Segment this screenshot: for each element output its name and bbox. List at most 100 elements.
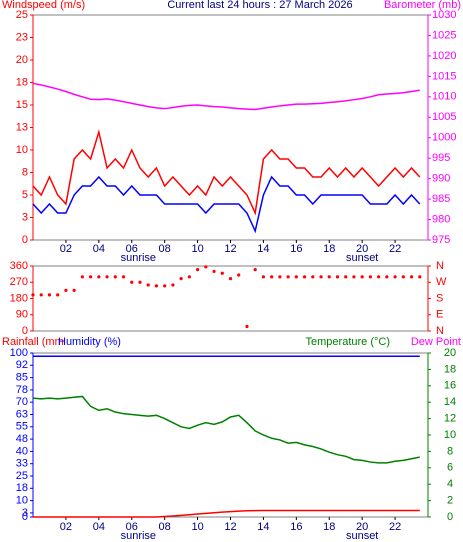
temperature-label: Temperature (°C) xyxy=(306,336,390,348)
direction-point xyxy=(319,275,323,279)
direction-point xyxy=(130,280,134,284)
y2-tick-label: 1025 xyxy=(432,29,456,41)
direction-point xyxy=(39,293,43,297)
x-tick-label: 10 xyxy=(191,521,203,533)
direction-point xyxy=(154,284,159,288)
y2-tick-label: 980 xyxy=(432,213,450,225)
x-tick-label: 14 xyxy=(257,521,269,533)
direction-point xyxy=(72,288,76,292)
y-tick-label: 3 xyxy=(22,507,28,519)
y-tick-label: 33 xyxy=(16,458,28,470)
y-tick-label: 10 xyxy=(16,144,28,156)
x-tick-label: 06 xyxy=(126,243,138,255)
y-tick-label: 180 xyxy=(10,292,28,304)
direction-point xyxy=(393,275,397,279)
y2-tick-label: 20 xyxy=(444,347,456,359)
y-tick-label: 70 xyxy=(16,396,28,408)
y2-tick-label: W xyxy=(436,276,447,288)
y2-tick-label: S xyxy=(436,292,443,304)
direction-point xyxy=(261,275,266,279)
y2-tick-label: 2 xyxy=(447,495,453,507)
direction-point xyxy=(245,324,249,329)
x-tick-label: 18 xyxy=(323,521,335,533)
direction-point xyxy=(228,277,233,281)
direction-point xyxy=(401,275,405,279)
y-tick-label: 360 xyxy=(10,260,28,272)
direction-point xyxy=(89,275,93,279)
y2-tick-label: 1010 xyxy=(432,91,456,103)
y2-tick-label: 1000 xyxy=(432,132,456,144)
direction-point xyxy=(121,275,126,279)
x-tick-label: 20 xyxy=(356,521,368,533)
x-tick-label: 12 xyxy=(224,521,236,533)
direction-point xyxy=(56,293,60,297)
y-tick-label: 90 xyxy=(16,309,28,321)
direction-point xyxy=(270,275,274,279)
humidity-label: Humidity (%) xyxy=(58,336,121,348)
x-tick-label: 02 xyxy=(60,243,72,255)
rainfall-label: Rainfall (mm xyxy=(2,336,64,348)
dew-point-label: Dew Point xyxy=(411,336,461,348)
direction-point xyxy=(187,275,191,279)
direction-point xyxy=(253,268,257,272)
y-tick-label: 18 xyxy=(16,76,28,88)
y-tick-label: 3 xyxy=(22,211,28,223)
direction-point xyxy=(368,275,372,279)
y2-tick-label: 0 xyxy=(447,511,453,523)
y-tick-label: 0 xyxy=(22,234,28,246)
y2-tick-label: N xyxy=(436,260,444,272)
direction-point xyxy=(377,275,381,279)
direction-point xyxy=(352,275,356,279)
direction-point xyxy=(171,283,175,287)
y2-tick-label: N xyxy=(436,325,444,337)
y-tick-label: 25 xyxy=(16,470,28,482)
y-tick-label: 40 xyxy=(16,445,28,457)
y-tick-label: 78 xyxy=(16,384,28,396)
series-line xyxy=(32,395,420,464)
y2-tick-label: 995 xyxy=(432,152,450,164)
y-tick-label: 5 xyxy=(22,189,28,201)
direction-point xyxy=(385,275,389,279)
x-tick-label: 04 xyxy=(93,243,105,255)
direction-point xyxy=(278,275,282,279)
annotation: sunset xyxy=(346,530,378,542)
direction-point xyxy=(195,268,200,272)
direction-point xyxy=(105,275,109,279)
direction-point xyxy=(80,275,84,279)
direction-point xyxy=(64,288,68,292)
chart-title: Current last 24 hours : 27 March 2026 xyxy=(167,0,352,11)
x-tick-label: 20 xyxy=(356,243,368,255)
direction-point xyxy=(31,293,35,297)
direction-point xyxy=(179,277,183,281)
direction-point xyxy=(220,271,224,275)
y-tick-label: 20 xyxy=(16,54,28,66)
y2-tick-label: 975 xyxy=(432,234,450,246)
y-tick-label: 270 xyxy=(10,276,28,288)
y2-tick-label: 8 xyxy=(447,445,453,457)
direction-point xyxy=(138,280,142,284)
direction-point xyxy=(47,293,52,297)
y-tick-label: 13 xyxy=(16,121,28,133)
series-line xyxy=(32,129,421,216)
direction-point xyxy=(97,275,101,279)
y-tick-label: 15 xyxy=(16,99,28,111)
y-tick-label: 63 xyxy=(16,408,28,420)
y2-tick-label: 4 xyxy=(447,478,453,490)
direction-point xyxy=(286,275,290,279)
direction-point xyxy=(409,275,414,279)
y-tick-label: 23 xyxy=(16,31,28,43)
direction-point xyxy=(327,275,331,279)
y2-tick-label: 16 xyxy=(444,380,456,392)
y2-tick-label: 1030 xyxy=(432,9,456,21)
direction-point xyxy=(294,275,298,279)
direction-point xyxy=(113,275,117,279)
y2-tick-label: 10 xyxy=(444,429,456,441)
y-tick-label: 0 xyxy=(22,511,28,523)
x-tick-label: 16 xyxy=(290,521,302,533)
series-line xyxy=(33,509,420,518)
barometer-label: Barometer (mb) xyxy=(384,0,461,11)
direction-point xyxy=(311,275,315,279)
direction-point xyxy=(163,284,167,288)
